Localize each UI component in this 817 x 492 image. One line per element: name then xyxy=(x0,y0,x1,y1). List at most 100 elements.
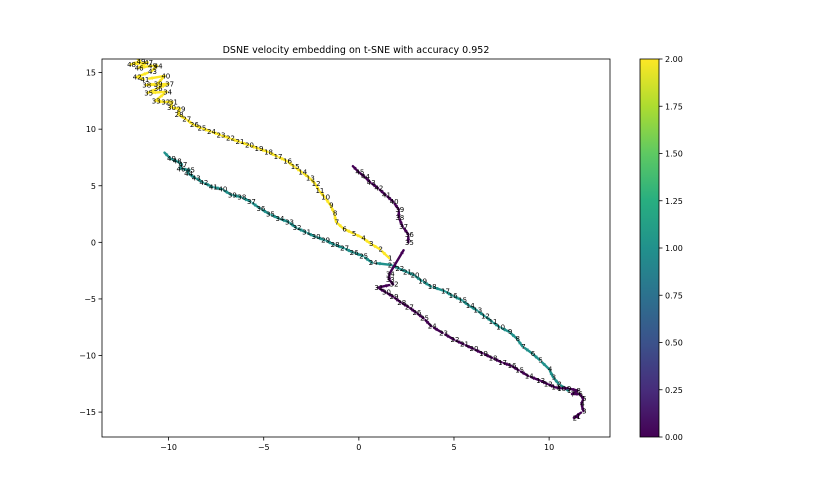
point-label: 46 xyxy=(135,65,144,73)
point-label: 26 xyxy=(350,249,359,257)
colorbar: 0.00 0.25 0.50 0.75 1.00 1.25 1.50 1.75 2.00 xyxy=(639,55,683,442)
point-label: 7 xyxy=(335,218,339,226)
velocity-arrow-head xyxy=(195,125,200,129)
velocity-arrow-head xyxy=(410,308,415,312)
point-label: 37 xyxy=(165,80,174,88)
point-label: 29 xyxy=(321,237,330,245)
y-tick-label: 10 xyxy=(86,125,96,134)
velocity-arrow-head xyxy=(379,189,384,194)
velocity-arrow-head xyxy=(503,362,508,367)
velocity-arrow-head xyxy=(317,236,322,241)
velocity-arrow-head xyxy=(185,170,190,175)
velocity-arrow-head xyxy=(316,185,320,190)
velocity-arrow-head xyxy=(212,131,217,136)
y-tick-label: 15 xyxy=(86,69,96,78)
point-label: 31 xyxy=(374,284,383,292)
point-label: 19 xyxy=(255,145,264,153)
velocity-arrow-head xyxy=(446,292,451,296)
velocity-arrow-head xyxy=(396,211,401,216)
point-label: 14 xyxy=(298,169,307,177)
point-label: 25 xyxy=(420,315,429,323)
series-layer: 1234567891011121314151617181920212223242… xyxy=(127,59,587,422)
velocity-arrow-head xyxy=(382,251,387,256)
point-label: 28 xyxy=(331,241,340,249)
point-label: 12 xyxy=(481,312,490,320)
velocity-arrow-head xyxy=(243,197,248,202)
velocity-arrow-head xyxy=(541,362,546,367)
velocity-arrow-head xyxy=(205,183,210,187)
x-tick-label: 0 xyxy=(356,443,361,452)
series-1: 1234567891011121314151617181920212223242… xyxy=(163,151,571,395)
point-label: 3 xyxy=(552,374,556,382)
point-label: 23 xyxy=(388,261,397,269)
velocity-arrow-head xyxy=(180,115,185,120)
velocity-arrow-head xyxy=(172,106,177,111)
velocity-arrow-head xyxy=(549,384,554,388)
velocity-arrow-head xyxy=(203,128,208,132)
point-label: 13 xyxy=(306,174,315,182)
velocity-arrow-head xyxy=(524,348,529,352)
velocity-arrow-head xyxy=(310,179,315,184)
velocity-arrow-head xyxy=(177,161,182,166)
point-label: 4 xyxy=(548,366,553,374)
velocity-arrow-head xyxy=(399,219,403,224)
point-label: 40 xyxy=(161,72,170,80)
velocity-arrow-head xyxy=(511,333,515,338)
point-label: 33 xyxy=(285,218,294,226)
point-label: 18 xyxy=(428,283,437,291)
point-label: 1 xyxy=(388,255,392,263)
velocity-arrow-head xyxy=(331,206,335,211)
velocity-arrow-head xyxy=(149,76,153,80)
point-label: 36 xyxy=(405,231,414,239)
point-label: 2 xyxy=(557,380,561,388)
point-label: 22 xyxy=(451,336,460,344)
point-label: 18 xyxy=(264,148,273,156)
point-label: 9 xyxy=(508,328,512,336)
colorbar-tick-label: 0.75 xyxy=(665,291,683,300)
point-label: 6 xyxy=(578,390,583,398)
point-label: 27 xyxy=(182,115,191,123)
velocity-arrow-head xyxy=(518,340,522,345)
colorbar-tick-label: 1.00 xyxy=(665,244,683,253)
velocity-arrow-head xyxy=(372,244,377,249)
point-label: 35 xyxy=(405,239,414,247)
point-label: 40 xyxy=(218,186,227,194)
point-label: 10 xyxy=(321,194,330,202)
point-label: 31 xyxy=(302,229,311,237)
velocity-arrow-head xyxy=(290,223,295,228)
velocity-arrow-head xyxy=(365,257,370,262)
point-label: 32 xyxy=(161,99,170,107)
point-label: 1 xyxy=(567,387,571,395)
point-label: 9 xyxy=(329,201,333,209)
point-label: 16 xyxy=(508,362,517,370)
velocity-arrow-head xyxy=(365,178,370,182)
point-label: 2 xyxy=(573,414,577,422)
velocity-arrow-head xyxy=(178,165,182,170)
velocity-arrow-head xyxy=(475,349,480,354)
velocity-arrow-head xyxy=(402,303,407,307)
point-label: 42 xyxy=(133,74,142,82)
point-label: 42 xyxy=(374,185,383,193)
point-label: 11 xyxy=(315,187,324,195)
colorbar-tick-label: 0.25 xyxy=(665,386,683,395)
velocity-arrow-head xyxy=(394,203,399,208)
velocity-arrow-head xyxy=(471,306,476,311)
point-label: 23 xyxy=(439,329,448,337)
velocity-arrow-head xyxy=(424,282,429,286)
velocity-arrow-head xyxy=(298,228,303,233)
point-label: 27 xyxy=(340,245,349,253)
colorbar-tick-label: 2.00 xyxy=(665,55,683,64)
velocity-arrow-head xyxy=(150,89,155,93)
point-label: 21 xyxy=(236,138,245,146)
velocity-arrow-head xyxy=(445,334,450,339)
velocity-arrow-head xyxy=(355,252,360,257)
point-label: 27 xyxy=(405,303,414,311)
point-label: 15 xyxy=(291,163,300,171)
point-label: 36 xyxy=(256,205,265,213)
point-label: 16 xyxy=(283,157,292,165)
point-label: 38 xyxy=(395,214,404,222)
velocity-arrow xyxy=(136,59,142,63)
velocity-arrow-head xyxy=(494,358,499,363)
point-label: 16 xyxy=(449,292,458,300)
